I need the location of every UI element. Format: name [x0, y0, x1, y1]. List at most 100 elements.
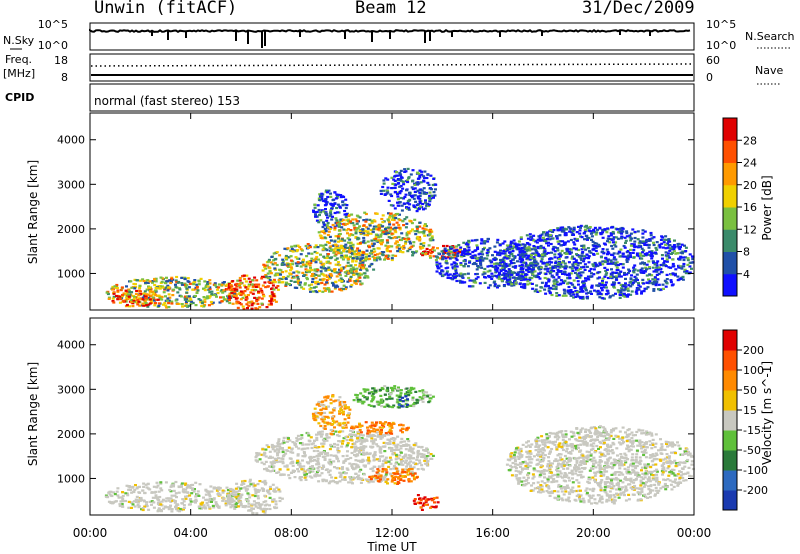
scatter-cell: [237, 489, 241, 492]
scatter-cell: [339, 472, 343, 475]
scatter-cell: [404, 226, 408, 229]
scatter-cell: [609, 259, 613, 262]
scatter-cell: [327, 266, 331, 269]
scatter-cell: [474, 273, 478, 276]
scatter-cell: [364, 445, 368, 448]
scatter-cell: [378, 458, 381, 461]
scatter-cell: [386, 191, 390, 194]
scatter-cell: [345, 269, 349, 272]
scatter-cell: [229, 506, 233, 509]
scatter-cell: [664, 285, 668, 288]
scatter-cell: [375, 212, 379, 215]
scatter-cell: [540, 266, 543, 269]
scatter-cell: [524, 276, 528, 279]
scatter-cell: [668, 244, 672, 247]
scatter-cell: [672, 273, 676, 276]
scatter-cell: [513, 266, 517, 269]
scatter-cell: [479, 255, 483, 259]
scatter-cell: [549, 234, 552, 237]
scatter-cell: [184, 295, 187, 298]
scatter-cell: [494, 268, 498, 271]
scatter-cell: [549, 242, 553, 246]
scatter-cell: [409, 466, 412, 469]
scatter-cell: [253, 488, 257, 491]
scatter-cell: [349, 255, 352, 258]
scatter-cell: [328, 473, 332, 476]
scatter-cell: [549, 287, 553, 290]
scatter-cell: [436, 267, 440, 270]
scatter-cell: [262, 481, 266, 484]
scatter-cell: [592, 268, 596, 271]
scatter-cell: [585, 253, 589, 256]
scatter-cell: [185, 486, 189, 489]
scatter-cell: [665, 255, 669, 258]
scatter-cell: [499, 252, 503, 255]
scatter-cell: [418, 237, 422, 240]
scatter-cell: [166, 280, 170, 283]
scatter-cell: [569, 282, 573, 285]
scatter-cell: [110, 494, 114, 498]
scatter-cell: [144, 281, 147, 284]
scatter-cell: [648, 250, 652, 253]
scatter-cell: [462, 251, 466, 254]
scatter-cell: [334, 476, 338, 479]
scatter-cell: [146, 293, 150, 296]
scatter-cell: [512, 245, 516, 248]
scatter-cell: [554, 285, 558, 288]
scatter-cell: [553, 256, 557, 259]
scatter-cell: [333, 211, 337, 215]
scatter-cell: [652, 241, 655, 244]
scatter-cell: [132, 299, 136, 302]
scatter-cell: [660, 254, 664, 257]
nave-tick-low: 0: [706, 71, 713, 84]
scatter-cell: [148, 280, 152, 283]
scatter-cell: [598, 271, 602, 274]
scatter-cell: [625, 258, 629, 262]
scatter-cell: [141, 298, 145, 301]
scatter-cell: [167, 508, 171, 511]
scatter-cell: [633, 236, 637, 240]
scatter-cell: [502, 272, 506, 275]
scatter-cell: [194, 495, 198, 498]
scatter-cell: [369, 228, 373, 232]
scatter-cell: [559, 226, 563, 229]
scatter-cell: [206, 295, 210, 298]
scatter-cell: [691, 255, 695, 258]
scatter-cell: [649, 254, 653, 257]
scatter-cell: [509, 245, 513, 248]
scatter-cell: [381, 455, 385, 458]
scatter-cell: [124, 289, 128, 292]
scatter-cell: [370, 437, 374, 440]
scatter-cell: [153, 299, 156, 302]
scatter-cell: [603, 275, 607, 278]
scatter-cell: [319, 235, 323, 238]
scatter-cell: [552, 229, 556, 232]
scatter-cell: [344, 286, 348, 289]
beam-title: Beam 12: [355, 0, 427, 18]
scatter-cell: [653, 276, 657, 279]
scatter-cell: [141, 507, 145, 510]
scatter-cell: [514, 281, 518, 284]
scatter-cell: [399, 451, 403, 454]
scatter-cell: [526, 264, 530, 267]
scatter-cell: [413, 218, 417, 221]
scatter-cell: [393, 175, 397, 178]
scatter-cell: [244, 488, 248, 491]
scatter-cell: [561, 228, 565, 231]
scatter-cell: [422, 232, 426, 235]
scatter-cell: [169, 504, 172, 507]
scatter-cell: [249, 291, 253, 294]
scatter-cell: [333, 240, 337, 243]
scatter-cell: [326, 191, 329, 194]
scatter-cell: [327, 241, 331, 245]
scatter-cell: [314, 244, 318, 247]
scatter-cell: [416, 450, 420, 453]
scatter-cell: [371, 480, 375, 483]
scatter-cell: [644, 241, 648, 244]
scatter-cell: [144, 302, 148, 305]
scatter-cell: [446, 252, 450, 255]
scatter-cell: [493, 258, 497, 261]
scatter-cell: [423, 459, 427, 462]
scatter-cell: [618, 230, 622, 233]
scatter-cell: [576, 295, 580, 298]
